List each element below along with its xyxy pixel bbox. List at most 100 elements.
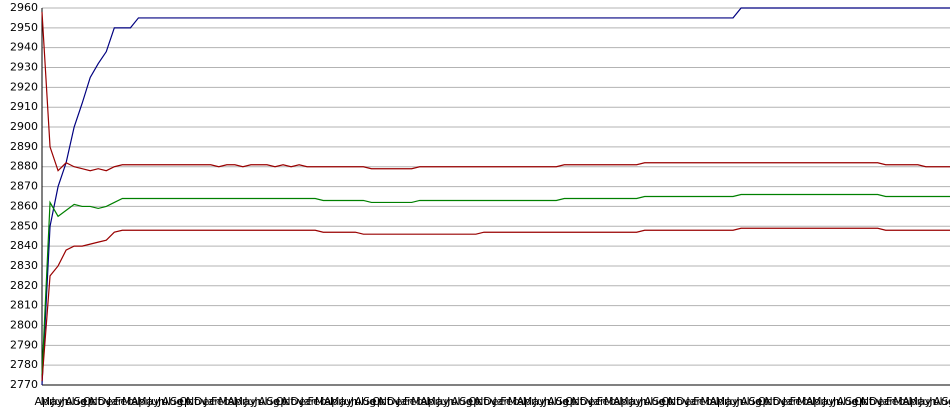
- x-tick-label: Sep: [845, 395, 866, 408]
- x-tick-label: Jun: [147, 395, 165, 408]
- x-tick-label: Dec: [387, 395, 408, 408]
- x-tick-label: Jun: [340, 395, 358, 408]
- x-tick-label: Sep: [652, 395, 673, 408]
- x-tick-label: Jun: [918, 395, 936, 408]
- x-tick-label: May: [908, 395, 931, 408]
- x-tick-label: Oct: [83, 395, 103, 408]
- x-tick-label: Nov: [282, 395, 304, 408]
- x-tick-label: Feb: [597, 395, 616, 408]
- y-tick-label: 2950: [10, 21, 38, 34]
- x-tick-label: Mar: [604, 395, 625, 408]
- x-tick-label: May: [426, 395, 449, 408]
- y-tick-label: 2850: [10, 219, 38, 232]
- x-tick-label: May: [523, 395, 546, 408]
- x-tick-label: May: [41, 395, 64, 408]
- y-tick-label: 2870: [10, 180, 38, 193]
- x-tick-label: Nov: [186, 395, 208, 408]
- x-tick-label: Dec: [290, 395, 311, 408]
- x-tick-label: Jun: [822, 395, 840, 408]
- x-tick-label: Mar: [797, 395, 818, 408]
- x-tick-label: Jul: [446, 395, 460, 408]
- x-tick-label: Nov: [379, 395, 401, 408]
- y-tick-label: 2910: [10, 100, 38, 113]
- x-tick-label: Dec: [676, 395, 697, 408]
- x-tick-label: May: [137, 395, 160, 408]
- x-tick-label: Feb: [500, 395, 519, 408]
- y-tick-label: 2780: [10, 358, 38, 371]
- y-tick-label: 2820: [10, 279, 38, 292]
- x-tick-label: Jul: [157, 395, 171, 408]
- x-tick-label: Mar: [315, 395, 336, 408]
- series-line: [41, 7, 950, 386]
- y-tick-label: 2960: [10, 1, 38, 14]
- x-tick-label: Jul: [832, 395, 846, 408]
- y-tick-label: 2800: [10, 318, 38, 331]
- x-tick-label: Sep: [267, 395, 288, 408]
- x-tick-label: Aug: [644, 395, 665, 408]
- y-tick-label: 2920: [10, 80, 38, 93]
- x-tick-label: Jan: [203, 395, 221, 408]
- x-tick-label: Aug: [451, 395, 472, 408]
- x-tick-label: Apr: [709, 395, 729, 408]
- x-tick-label: Apr: [131, 395, 151, 408]
- x-tick-label: Feb: [211, 395, 230, 408]
- x-tick-label: Jan: [300, 395, 318, 408]
- x-tick-label: Oct: [179, 395, 199, 408]
- x-tick-label: Apr: [227, 395, 247, 408]
- x-tick-label: Jan: [107, 395, 125, 408]
- x-tick-label: Aug: [548, 395, 569, 408]
- x-tick-label: Oct: [565, 395, 585, 408]
- x-tick-label: Feb: [307, 395, 326, 408]
- x-tick-label: May: [812, 395, 835, 408]
- y-tick-label: 2930: [10, 61, 38, 74]
- x-tick-label: Mar: [508, 395, 529, 408]
- x-tick-label: May: [234, 395, 257, 408]
- x-tick-label: Nov: [90, 395, 112, 408]
- x-tick-label: Feb: [115, 395, 134, 408]
- x-tick-label: Feb: [886, 395, 905, 408]
- x-tick-label: Apr: [613, 395, 633, 408]
- x-tick-label: Jul: [543, 395, 557, 408]
- x-tick-label: Jan: [589, 395, 607, 408]
- x-tick-label: Feb: [404, 395, 423, 408]
- x-tick-label: Apr: [517, 395, 537, 408]
- x-tick-label: Jun: [629, 395, 647, 408]
- y-tick-label: 2860: [10, 199, 38, 212]
- x-tick-label: Aug: [837, 395, 858, 408]
- x-tick-label: Oct: [468, 395, 488, 408]
- x-tick-label: Jul: [253, 395, 267, 408]
- x-tick-label: Dec: [580, 395, 601, 408]
- y-tick-label: 2830: [10, 259, 38, 272]
- x-tick-label: Jul: [639, 395, 653, 408]
- x-tick-label: Oct: [854, 395, 874, 408]
- x-tick-label: Nov: [572, 395, 594, 408]
- x-tick-label: Nov: [764, 395, 786, 408]
- x-tick-label: Sep: [942, 395, 950, 408]
- x-tick-label: Oct: [758, 395, 778, 408]
- x-tick-label: Aug: [162, 395, 183, 408]
- x-tick-label: Aug: [740, 395, 761, 408]
- x-tick-label: Mar: [218, 395, 239, 408]
- x-tick-label: Aug: [65, 395, 86, 408]
- x-tick-label: Jul: [60, 395, 74, 408]
- x-tick-label: Sep: [74, 395, 95, 408]
- series-line: [41, 11, 950, 172]
- x-tick-label: Dec: [773, 395, 794, 408]
- x-tick-label: Mar: [122, 395, 143, 408]
- y-tick-label: 2940: [10, 41, 38, 54]
- x-tick-label: Nov: [668, 395, 690, 408]
- x-tick-label: Feb: [693, 395, 712, 408]
- y-tick-label: 2900: [10, 120, 38, 133]
- x-tick-label: Sep: [460, 395, 481, 408]
- x-tick-label: May: [330, 395, 353, 408]
- x-tick-label: Nov: [861, 395, 883, 408]
- x-tick-label: Apr: [324, 395, 344, 408]
- x-tick-label: Mar: [411, 395, 432, 408]
- x-tick-label: Aug: [355, 395, 376, 408]
- series-line: [41, 193, 950, 376]
- y-tick-label: 2880: [10, 160, 38, 173]
- y-tick-label: 2790: [10, 338, 38, 351]
- x-tick-label: Jun: [725, 395, 743, 408]
- x-tick-label: Sep: [363, 395, 384, 408]
